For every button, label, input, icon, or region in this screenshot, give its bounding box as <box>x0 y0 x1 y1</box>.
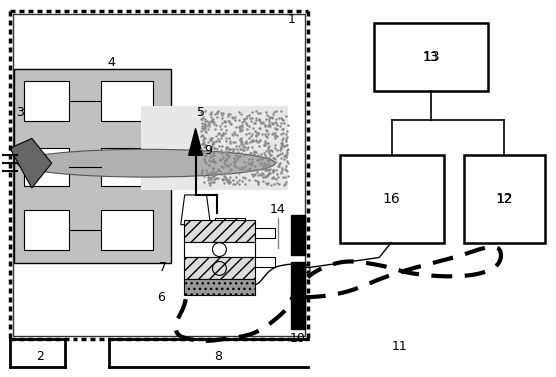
Text: 12: 12 <box>495 192 513 206</box>
Bar <box>24 81 68 121</box>
Text: 5: 5 <box>197 106 205 119</box>
Text: 13: 13 <box>423 50 440 64</box>
Bar <box>183 279 255 295</box>
Bar <box>14 69 171 264</box>
Bar <box>340 155 444 242</box>
Polygon shape <box>181 195 211 225</box>
Text: 1: 1 <box>288 13 296 26</box>
Bar <box>291 215 305 254</box>
Text: 9: 9 <box>205 144 212 157</box>
Bar <box>24 148 68 186</box>
Bar <box>464 155 545 242</box>
Bar <box>374 23 488 91</box>
Text: 14: 14 <box>270 203 286 216</box>
Bar <box>141 106 288 190</box>
Text: 6: 6 <box>157 291 165 304</box>
Text: 10: 10 <box>290 333 306 345</box>
Text: 4: 4 <box>107 57 115 69</box>
Bar <box>183 220 255 242</box>
Polygon shape <box>10 138 52 188</box>
Bar <box>101 148 153 186</box>
Bar <box>291 262 305 297</box>
Bar <box>183 257 255 279</box>
Text: 7: 7 <box>159 261 167 274</box>
Bar <box>101 81 153 121</box>
Text: 16: 16 <box>383 192 400 206</box>
Text: 11: 11 <box>391 340 407 353</box>
Bar <box>13 14 305 336</box>
Text: 2: 2 <box>36 350 44 363</box>
Text: 12: 12 <box>497 193 512 207</box>
Text: 3: 3 <box>16 106 24 119</box>
Text: 8: 8 <box>215 350 222 363</box>
Bar <box>183 242 255 257</box>
Polygon shape <box>188 129 202 155</box>
Bar <box>216 218 245 259</box>
Bar <box>101 210 153 250</box>
Bar <box>255 257 275 267</box>
Bar <box>291 294 305 329</box>
Text: 15: 15 <box>297 263 312 276</box>
Text: 13: 13 <box>423 52 439 64</box>
Bar <box>255 228 275 238</box>
Ellipse shape <box>17 149 275 177</box>
Bar <box>24 210 68 250</box>
